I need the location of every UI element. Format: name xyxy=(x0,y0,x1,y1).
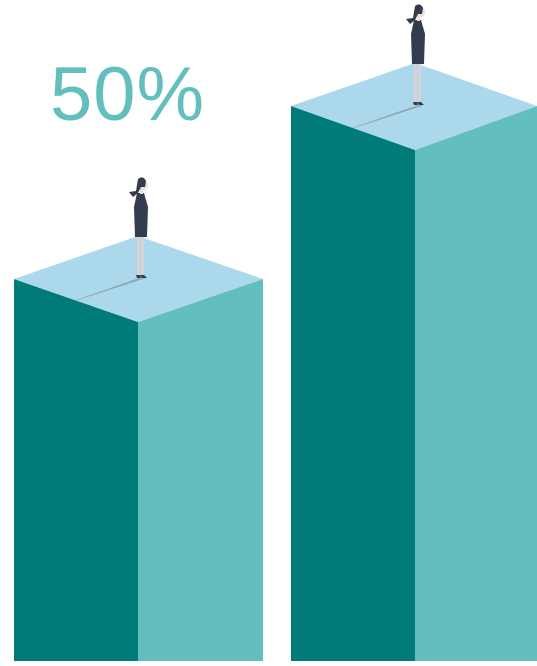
short-figure-shadow xyxy=(76,276,146,300)
percentage-label: 50% xyxy=(50,52,206,137)
person-icon xyxy=(129,177,148,278)
tall-figure-shadow xyxy=(352,104,422,128)
tall-pillar-right-face xyxy=(415,106,537,661)
tall-pillar-left-face xyxy=(291,106,415,661)
short-pillar-right-face xyxy=(138,279,263,661)
short-pillar-left-face xyxy=(14,279,138,661)
person-icon xyxy=(406,4,425,105)
shorter-pillar xyxy=(14,236,263,661)
taller-pillar xyxy=(291,63,537,661)
